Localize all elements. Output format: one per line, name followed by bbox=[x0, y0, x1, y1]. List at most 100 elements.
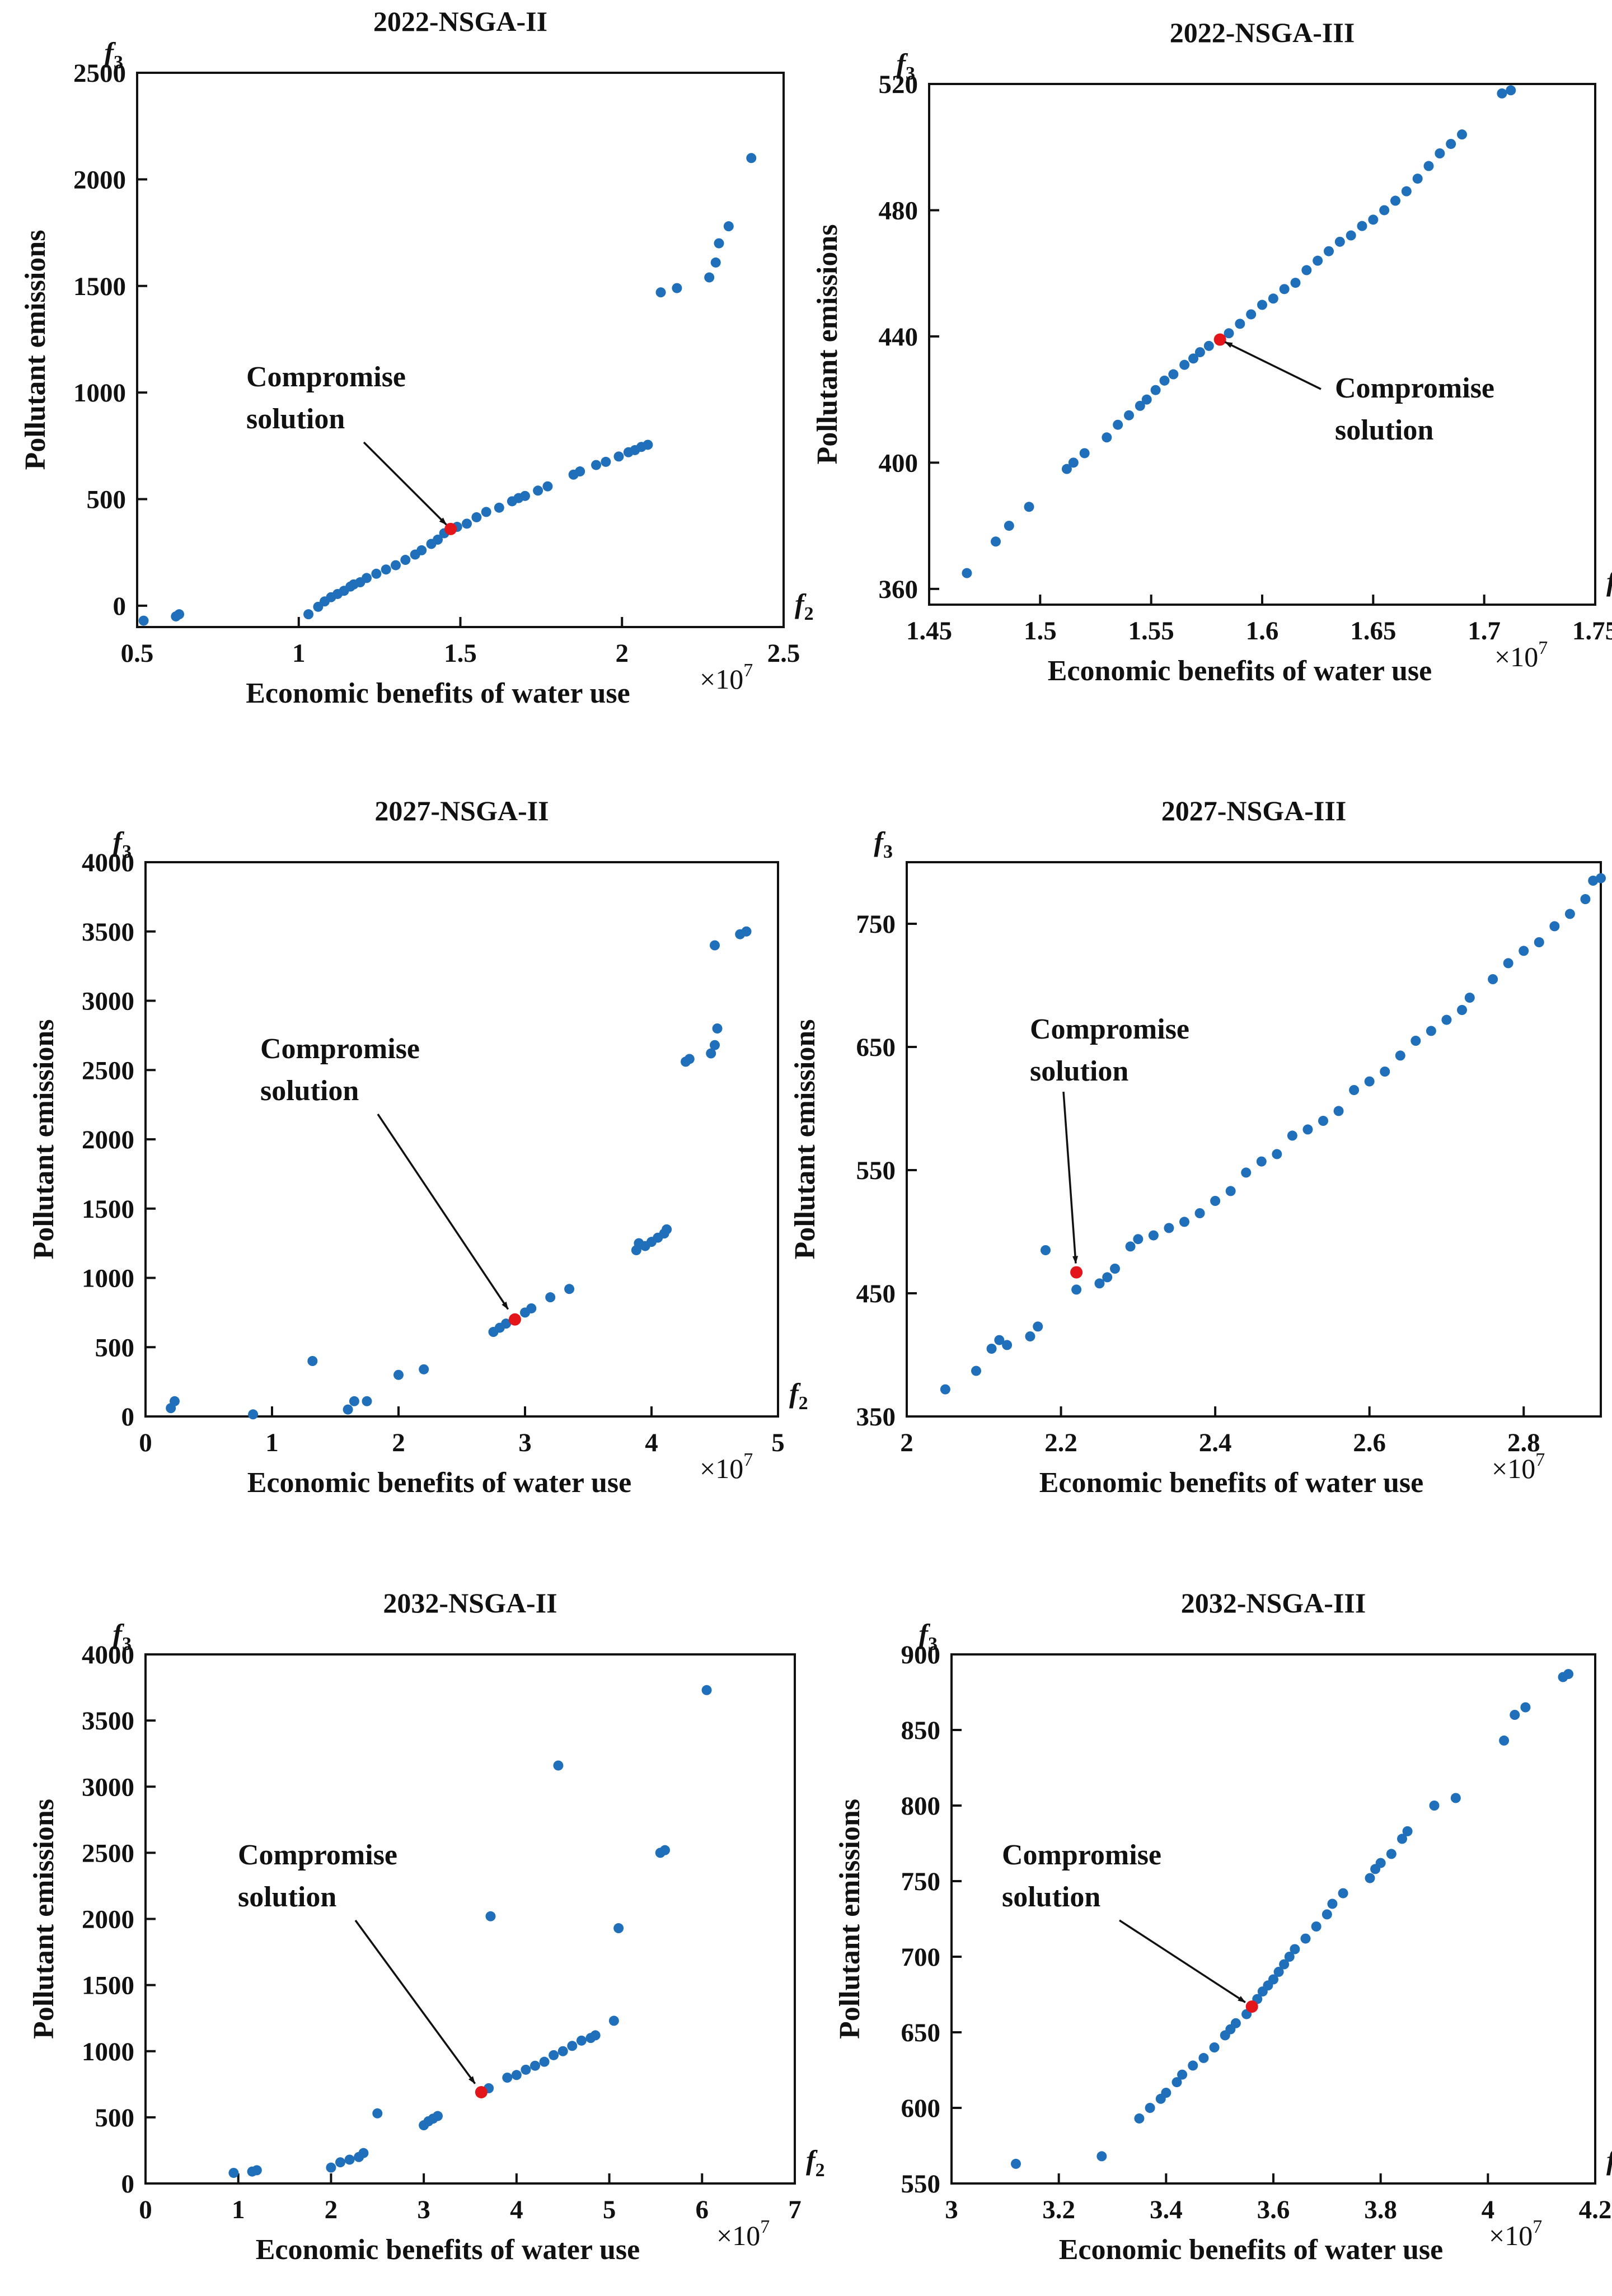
data-point bbox=[1318, 1116, 1328, 1126]
data-point bbox=[1402, 1826, 1413, 1836]
data-point bbox=[986, 1344, 997, 1354]
y-tick-label: 1500 bbox=[82, 1971, 134, 2000]
data-point bbox=[1273, 1967, 1284, 1977]
data-point bbox=[362, 1396, 372, 1406]
data-point bbox=[1506, 85, 1516, 96]
y-tick-label: 650 bbox=[856, 1033, 896, 1062]
y-tick-label: 0 bbox=[113, 592, 126, 621]
data-point bbox=[962, 568, 972, 578]
data-point bbox=[710, 940, 720, 951]
chart-title: 2032-NSGA-III bbox=[1181, 1587, 1366, 1619]
data-point bbox=[1503, 958, 1513, 969]
y-tick-label: 1500 bbox=[73, 272, 126, 301]
data-point bbox=[601, 456, 611, 467]
x-scale-multiplier: ×107 bbox=[1494, 638, 1548, 672]
panel-1: 2022-NSGA-II 0.5 1 1.5 2 2.5 0 500 1000 1500 2000 2… bbox=[20, 6, 814, 709]
x-axis-label: Economic benefits of water use bbox=[1048, 655, 1432, 687]
data-point bbox=[1520, 1702, 1531, 1713]
x-tick-label: 2 bbox=[616, 639, 629, 668]
data-point bbox=[1230, 2018, 1241, 2028]
data-point bbox=[701, 1685, 712, 1695]
x-tick-label: 5 bbox=[603, 2195, 616, 2224]
data-point bbox=[433, 2111, 443, 2121]
annotation-line-1: Compromise bbox=[1002, 1839, 1161, 1871]
x-tick-label: 1.65 bbox=[1350, 616, 1396, 646]
data-point bbox=[991, 536, 1001, 547]
data-point bbox=[1188, 2060, 1198, 2071]
x-variable-label: f2 bbox=[789, 1377, 808, 1414]
plot-frame bbox=[136, 72, 785, 628]
data-point bbox=[710, 1040, 720, 1050]
data-point bbox=[1313, 255, 1323, 266]
data-point bbox=[433, 534, 443, 545]
x-scale-multiplier: ×107 bbox=[1489, 2216, 1542, 2251]
data-point bbox=[1256, 1156, 1267, 1167]
data-point bbox=[1159, 375, 1170, 386]
x-tick-label: 1.45 bbox=[906, 616, 952, 646]
annotation-line-2: solution bbox=[1335, 414, 1433, 446]
data-point bbox=[481, 507, 491, 517]
y-tick-label: 2000 bbox=[82, 1125, 134, 1154]
data-point bbox=[1290, 1944, 1300, 1954]
data-point bbox=[1450, 1793, 1461, 1803]
data-point bbox=[1194, 347, 1205, 358]
data-point bbox=[1395, 1050, 1405, 1061]
data-point bbox=[372, 2108, 383, 2119]
data-point bbox=[1410, 1036, 1421, 1046]
data-point bbox=[1549, 921, 1560, 932]
data-point bbox=[343, 1404, 353, 1415]
data-point bbox=[1322, 1909, 1332, 1920]
data-point bbox=[1224, 328, 1234, 339]
x-tick-label: 3.8 bbox=[1364, 2195, 1397, 2224]
y-tick-label: 1000 bbox=[82, 2037, 134, 2066]
compromise-point bbox=[1213, 333, 1226, 346]
data-point bbox=[1024, 502, 1034, 512]
data-point bbox=[1287, 1130, 1297, 1141]
y-tick-label: 450 bbox=[856, 1279, 896, 1308]
y-tick-label: 0 bbox=[121, 2169, 135, 2199]
y-variable-label: f3 bbox=[896, 48, 915, 84]
data-point bbox=[303, 609, 314, 620]
data-point bbox=[672, 283, 682, 293]
x-axis-label: Economic benefits of water use bbox=[256, 2234, 640, 2266]
data-point bbox=[1096, 2151, 1107, 2162]
plot-frame bbox=[928, 83, 1596, 606]
compromise-point bbox=[1070, 1266, 1083, 1279]
data-point bbox=[362, 573, 372, 583]
panel-3: 2027-NSGA-II 0 1 2 3 4 5 0 500 1000 1500 2000 2500 30… bbox=[28, 795, 808, 1499]
data-point bbox=[1464, 993, 1475, 1003]
data-point bbox=[710, 257, 721, 268]
y-tick-label: 440 bbox=[879, 322, 919, 352]
x-tick-label: 7 bbox=[788, 2195, 802, 2224]
data-point bbox=[1379, 205, 1390, 216]
data-point bbox=[471, 512, 482, 522]
data-point bbox=[1041, 1245, 1051, 1255]
x-tick-label: 1.5 bbox=[1024, 616, 1057, 646]
data-point bbox=[251, 2165, 262, 2176]
x-tick-label: 0.5 bbox=[121, 639, 154, 668]
data-point bbox=[1284, 1952, 1295, 1962]
data-point bbox=[553, 1760, 564, 1771]
data-point bbox=[1071, 1284, 1082, 1295]
data-point bbox=[1441, 1014, 1452, 1025]
y-tick-label: 500 bbox=[95, 2103, 135, 2133]
y-tick-label: 2500 bbox=[82, 1056, 134, 1085]
x-scale-multiplier: ×107 bbox=[700, 1449, 753, 1484]
plot-frame bbox=[906, 861, 1602, 1418]
data-point bbox=[1488, 974, 1498, 984]
x-tick-label: 1.7 bbox=[1468, 616, 1501, 646]
annotation-line-2: solution bbox=[238, 1881, 336, 1913]
data-point bbox=[248, 1409, 259, 1420]
x-tick-label: 1 bbox=[232, 2195, 245, 2224]
x-tick-label: 2.8 bbox=[1507, 1428, 1540, 1457]
y-tick-label: 2500 bbox=[82, 1839, 134, 1868]
x-tick-label: 3.6 bbox=[1257, 2195, 1290, 2224]
data-point bbox=[462, 518, 472, 529]
data-point bbox=[1596, 873, 1606, 883]
x-axis-label: Economic benefits of water use bbox=[1059, 2234, 1444, 2266]
x-tick-label: 2.2 bbox=[1044, 1428, 1077, 1457]
data-point bbox=[1004, 521, 1014, 531]
data-point bbox=[1210, 1196, 1221, 1206]
x-tick-label: 4 bbox=[645, 1428, 658, 1457]
x-tick-label: 0 bbox=[139, 1428, 152, 1457]
